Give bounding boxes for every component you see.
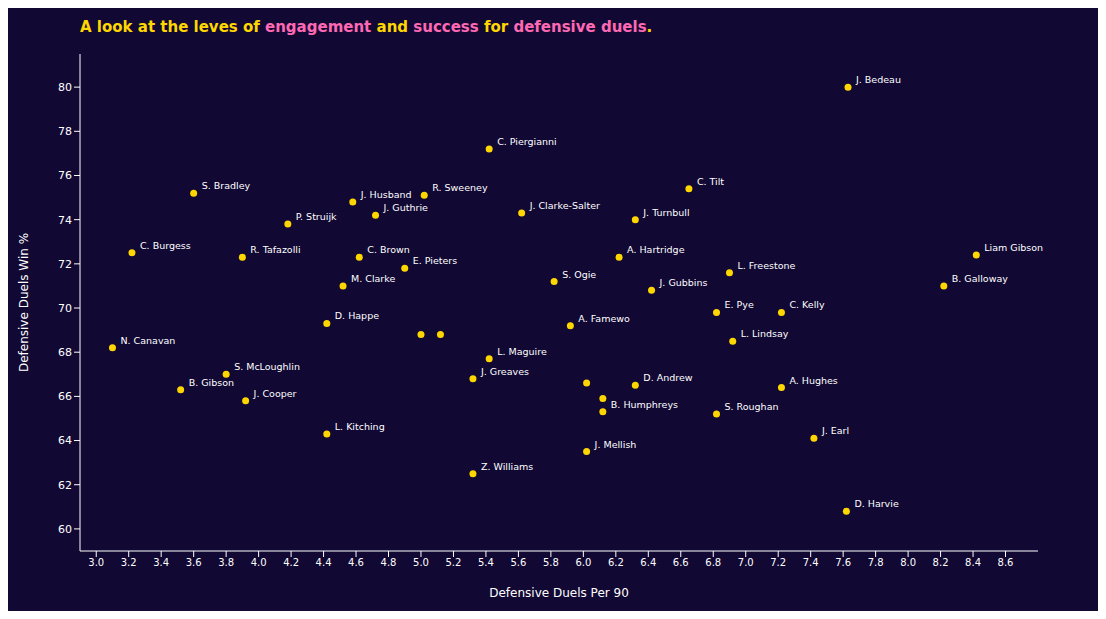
svg-text:7.8: 7.8 <box>868 557 884 568</box>
svg-text:P. Struijk: P. Struijk <box>296 211 337 222</box>
svg-text:J. Earl: J. Earl <box>821 425 849 436</box>
svg-text:M. Clarke: M. Clarke <box>351 273 395 284</box>
svg-text:6.4: 6.4 <box>640 557 656 568</box>
svg-text:6.8: 6.8 <box>705 557 721 568</box>
svg-text:S. Bradley: S. Bradley <box>202 180 251 191</box>
svg-text:C. Kelly: C. Kelly <box>789 299 825 310</box>
svg-text:4.0: 4.0 <box>251 557 267 568</box>
svg-text:B. Gibson: B. Gibson <box>189 377 234 388</box>
svg-text:5.8: 5.8 <box>543 557 559 568</box>
svg-text:Z. Williams: Z. Williams <box>481 461 533 472</box>
svg-text:S. Ogie: S. Ogie <box>562 269 596 280</box>
svg-text:J. Greaves: J. Greaves <box>480 366 529 377</box>
svg-text:66: 66 <box>58 390 72 403</box>
svg-text:L. Freestone: L. Freestone <box>737 260 795 271</box>
svg-text:64: 64 <box>58 434 72 447</box>
svg-text:5.2: 5.2 <box>446 557 462 568</box>
svg-text:80: 80 <box>58 81 72 94</box>
svg-text:6.0: 6.0 <box>575 557 591 568</box>
svg-text:L. Lindsay: L. Lindsay <box>741 328 789 339</box>
svg-text:7.2: 7.2 <box>770 557 786 568</box>
svg-text:C. Brown: C. Brown <box>367 244 410 255</box>
svg-text:5.4: 5.4 <box>478 557 494 568</box>
svg-text:S. Roughan: S. Roughan <box>725 401 779 412</box>
svg-text:4.6: 4.6 <box>348 557 364 568</box>
svg-text:C. Tilt: C. Tilt <box>697 176 724 187</box>
svg-text:J. Mellish: J. Mellish <box>594 439 637 450</box>
svg-text:D. Happe: D. Happe <box>335 310 379 321</box>
svg-text:3.0: 3.0 <box>88 557 104 568</box>
svg-text:J. Guthrie: J. Guthrie <box>383 202 429 213</box>
svg-text:7.0: 7.0 <box>738 557 754 568</box>
svg-text:Defensive Duels Per 90: Defensive Duels Per 90 <box>489 586 629 600</box>
svg-text:6.6: 6.6 <box>673 557 689 568</box>
svg-text:68: 68 <box>58 346 72 359</box>
svg-text:7.4: 7.4 <box>803 557 819 568</box>
svg-text:A. Famewo: A. Famewo <box>578 313 630 324</box>
svg-text:J. Husband: J. Husband <box>360 189 412 200</box>
svg-text:D. Harvie: D. Harvie <box>854 498 898 509</box>
svg-text:8.2: 8.2 <box>933 557 949 568</box>
svg-text:C. Burgess: C. Burgess <box>140 240 191 251</box>
svg-text:C. Piergianni: C. Piergianni <box>497 136 557 147</box>
svg-text:70: 70 <box>58 302 72 315</box>
svg-text:J. Gubbins: J. Gubbins <box>659 277 708 288</box>
svg-text:Defensive Duels Win %: Defensive Duels Win % <box>17 233 31 372</box>
svg-text:N. Canavan: N. Canavan <box>120 335 175 346</box>
svg-text:6.2: 6.2 <box>608 557 624 568</box>
svg-text:72: 72 <box>58 258 72 271</box>
svg-text:J. Bedeau: J. Bedeau <box>855 74 901 85</box>
svg-text:L. Maguire: L. Maguire <box>497 346 547 357</box>
svg-text:L. Kitching: L. Kitching <box>335 421 385 432</box>
svg-text:J. Clarke-Salter: J. Clarke-Salter <box>529 200 600 211</box>
svg-text:J. Cooper: J. Cooper <box>253 388 297 399</box>
svg-text:3.2: 3.2 <box>121 557 137 568</box>
svg-text:74: 74 <box>58 214 72 227</box>
svg-text:R. Tafazolli: R. Tafazolli <box>250 244 300 255</box>
svg-text:78: 78 <box>58 125 72 138</box>
svg-text:E. Pye: E. Pye <box>725 299 754 310</box>
svg-text:B. Galloway: B. Galloway <box>952 273 1008 284</box>
svg-text:5.0: 5.0 <box>413 557 429 568</box>
svg-text:62: 62 <box>58 479 72 492</box>
svg-text:3.8: 3.8 <box>218 557 234 568</box>
svg-text:60: 60 <box>58 523 72 536</box>
svg-text:R. Sweeney: R. Sweeney <box>432 182 488 193</box>
svg-text:5.6: 5.6 <box>510 557 526 568</box>
svg-text:Liam Gibson: Liam Gibson <box>984 242 1043 253</box>
svg-text:D. Andrew: D. Andrew <box>643 372 692 383</box>
svg-text:E. Pieters: E. Pieters <box>413 255 458 266</box>
svg-text:3.6: 3.6 <box>186 557 202 568</box>
svg-text:4.8: 4.8 <box>381 557 397 568</box>
svg-text:3.4: 3.4 <box>153 557 169 568</box>
svg-text:8.0: 8.0 <box>900 557 916 568</box>
svg-text:A. Hughes: A. Hughes <box>789 375 837 386</box>
svg-text:8.6: 8.6 <box>998 557 1014 568</box>
svg-text:8.4: 8.4 <box>965 557 981 568</box>
svg-text:4.2: 4.2 <box>283 557 299 568</box>
svg-text:S. McLoughlin: S. McLoughlin <box>234 361 300 372</box>
svg-text:7.6: 7.6 <box>835 557 851 568</box>
svg-text:76: 76 <box>58 169 72 182</box>
svg-text:4.4: 4.4 <box>316 557 332 568</box>
svg-text:B. Humphreys: B. Humphreys <box>611 399 678 410</box>
svg-text:J. Turnbull: J. Turnbull <box>642 207 689 218</box>
svg-text:A. Hartridge: A. Hartridge <box>627 244 685 255</box>
html-text:A look at the leves of engagem: A look at the leves of engagement and su… <box>80 18 653 36</box>
